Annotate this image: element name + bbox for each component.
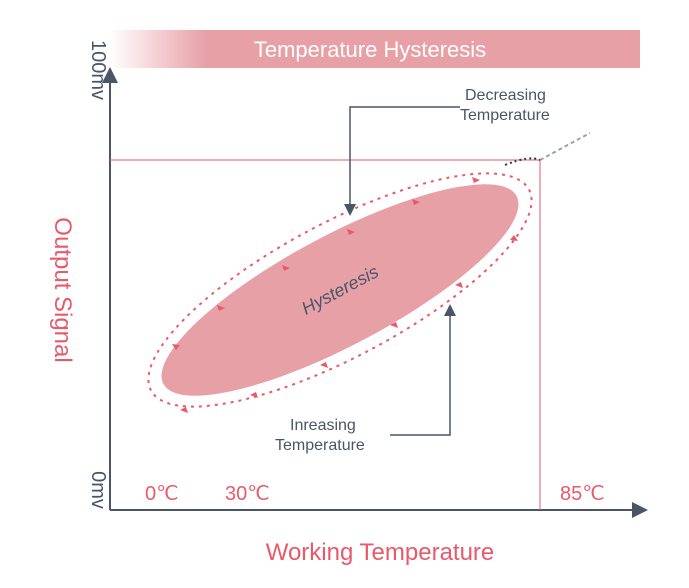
- x-tick-2: 85℃: [560, 483, 605, 505]
- x-tick-1: 30℃: [225, 483, 270, 505]
- guide-dash-ext: [540, 133, 590, 160]
- y-tick-bottom: 0mv: [87, 471, 109, 509]
- y-axis-label: Output Signal: [49, 217, 76, 362]
- increasing-label-1: Inreasing: [290, 417, 356, 434]
- x-tick-0: 0℃: [145, 483, 179, 505]
- corner-dotted: [505, 158, 540, 165]
- decreasing-label-1: Decreasing: [465, 87, 546, 104]
- x-axis-label: Working Temperature: [266, 539, 495, 566]
- chart-title: Temperature Hysteresis: [254, 37, 486, 62]
- chart-svg: Temperature Hysteresis Output Signal Wor…: [0, 0, 689, 583]
- y-tick-top: 100mv: [87, 40, 109, 100]
- decreasing-label-2: Temperature: [460, 107, 550, 124]
- increasing-pointer: [390, 310, 450, 435]
- increasing-label-2: Temperature: [275, 437, 365, 454]
- hysteresis-diagram: Temperature Hysteresis Output Signal Wor…: [0, 0, 689, 583]
